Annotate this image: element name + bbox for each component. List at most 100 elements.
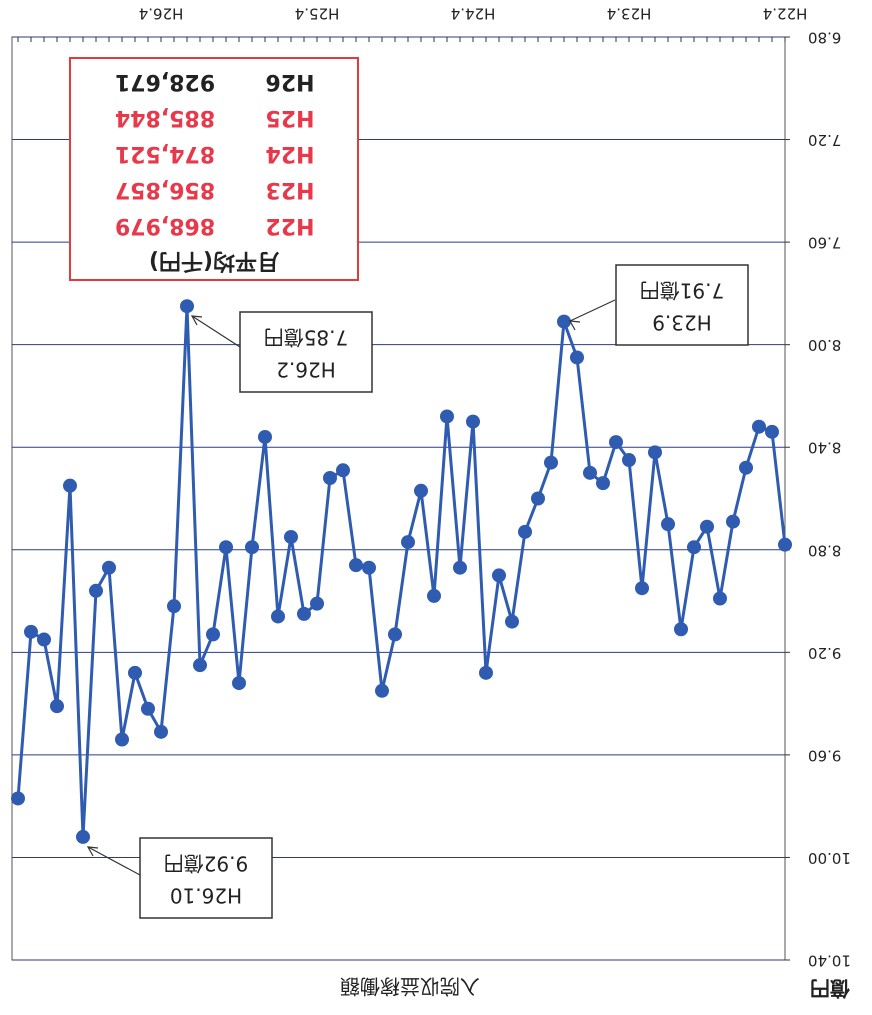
annotation-arrow bbox=[87, 846, 141, 876]
data-point bbox=[648, 445, 662, 460]
data-point bbox=[284, 529, 298, 544]
data-point bbox=[674, 622, 688, 637]
annotation-text: H23.9 bbox=[652, 311, 712, 335]
annotation-arrow bbox=[569, 299, 616, 322]
data-point bbox=[700, 519, 714, 534]
data-point bbox=[622, 453, 636, 468]
data-point bbox=[336, 463, 350, 478]
x-tick-label: H22.4 bbox=[763, 5, 808, 23]
data-point bbox=[362, 560, 376, 575]
average-value: 885,844 bbox=[115, 105, 215, 130]
data-point bbox=[206, 627, 220, 642]
y-tick-label: 8.00 bbox=[808, 336, 841, 354]
data-point bbox=[453, 560, 467, 575]
average-year: H22 bbox=[265, 213, 314, 238]
data-point bbox=[661, 517, 675, 532]
annotation-box bbox=[615, 264, 749, 346]
data-point bbox=[63, 478, 77, 493]
rotated-scan: 入院収益稼働額 億円 6.80 7.20 7.60 8.00 8.40 8.80 9.20 9… bbox=[11, 5, 851, 1001]
average-value: 868,979 bbox=[115, 213, 215, 238]
arrow-head bbox=[568, 320, 581, 331]
chart-title: 入院収益稼働額 bbox=[340, 975, 480, 999]
y-tick-label: 8.80 bbox=[808, 541, 841, 559]
data-point bbox=[167, 599, 181, 614]
annotation-text: 7.91億円 bbox=[640, 279, 725, 303]
arrow-head bbox=[190, 315, 203, 326]
data-point bbox=[76, 829, 90, 844]
average-year: H24 bbox=[265, 141, 314, 166]
data-point bbox=[739, 460, 753, 475]
data-point bbox=[609, 435, 623, 450]
data-point bbox=[557, 314, 571, 329]
data-point bbox=[50, 699, 64, 714]
data-point bbox=[687, 540, 701, 555]
annotation-text: 9.92億円 bbox=[164, 852, 249, 876]
annotation-text: 7.85億円 bbox=[264, 326, 349, 350]
data-point bbox=[11, 791, 25, 806]
data-point bbox=[349, 558, 363, 573]
y-tick-label: 7.20 bbox=[808, 131, 841, 149]
data-point bbox=[492, 568, 506, 583]
annotation-arrow bbox=[191, 315, 241, 348]
data-point bbox=[310, 596, 324, 611]
data-point bbox=[583, 465, 597, 480]
data-point bbox=[297, 606, 311, 621]
y-tick-label: 7.60 bbox=[808, 234, 841, 252]
average-value: 856,857 bbox=[115, 177, 215, 202]
data-point bbox=[154, 724, 168, 739]
data-point bbox=[180, 299, 194, 314]
data-point bbox=[427, 588, 441, 603]
y-tick-label: 9.60 bbox=[808, 746, 841, 764]
data-point bbox=[596, 476, 610, 491]
data-point bbox=[765, 424, 779, 439]
data-point bbox=[440, 409, 454, 424]
data-point bbox=[375, 683, 389, 698]
x-tick-label: H25.4 bbox=[295, 5, 340, 23]
data-point bbox=[258, 429, 272, 444]
data-point bbox=[245, 540, 259, 555]
annotation-box bbox=[239, 311, 373, 393]
y-tick-label: 9.20 bbox=[808, 644, 841, 662]
data-point bbox=[713, 591, 727, 606]
data-point bbox=[323, 470, 337, 485]
data-point bbox=[414, 483, 428, 498]
arrow-head bbox=[86, 846, 99, 857]
data-point bbox=[37, 632, 51, 647]
data-point bbox=[479, 665, 493, 680]
data-point bbox=[128, 665, 142, 680]
annotation-text: H26.10 bbox=[170, 884, 242, 908]
data-point bbox=[635, 581, 649, 596]
data-point bbox=[271, 609, 285, 624]
average-year: H25 bbox=[265, 105, 314, 130]
x-tick-label: H26.4 bbox=[139, 5, 184, 23]
data-point bbox=[778, 537, 792, 552]
data-line bbox=[16, 306, 787, 838]
average-value: 874,521 bbox=[115, 141, 215, 166]
data-point bbox=[544, 455, 558, 470]
data-point bbox=[401, 535, 415, 550]
data-point bbox=[232, 676, 246, 691]
data-point bbox=[518, 524, 532, 539]
data-point bbox=[102, 560, 116, 575]
y-tick-label: 6.80 bbox=[808, 29, 841, 47]
annotation-text: H26.2 bbox=[276, 358, 336, 382]
y-tick-label: 8.40 bbox=[808, 439, 841, 457]
average-year: H23 bbox=[265, 177, 314, 202]
annotation-box bbox=[139, 837, 273, 919]
average-year: H26 bbox=[265, 69, 314, 94]
average-value: 928,671 bbox=[115, 69, 215, 94]
average-title: 月平均(千円) bbox=[149, 248, 280, 274]
data-point bbox=[193, 658, 207, 673]
data-point bbox=[115, 732, 129, 747]
data-point bbox=[570, 350, 584, 365]
y-axis-label: 億円 bbox=[810, 977, 850, 1001]
data-point bbox=[726, 514, 740, 529]
data-point bbox=[89, 583, 103, 598]
y-tick-label: 10.00 bbox=[808, 849, 851, 867]
data-point bbox=[388, 627, 402, 642]
x-tick-label: H23.4 bbox=[607, 5, 652, 23]
data-point bbox=[531, 491, 545, 506]
data-point bbox=[505, 614, 519, 629]
data-point bbox=[24, 624, 38, 639]
